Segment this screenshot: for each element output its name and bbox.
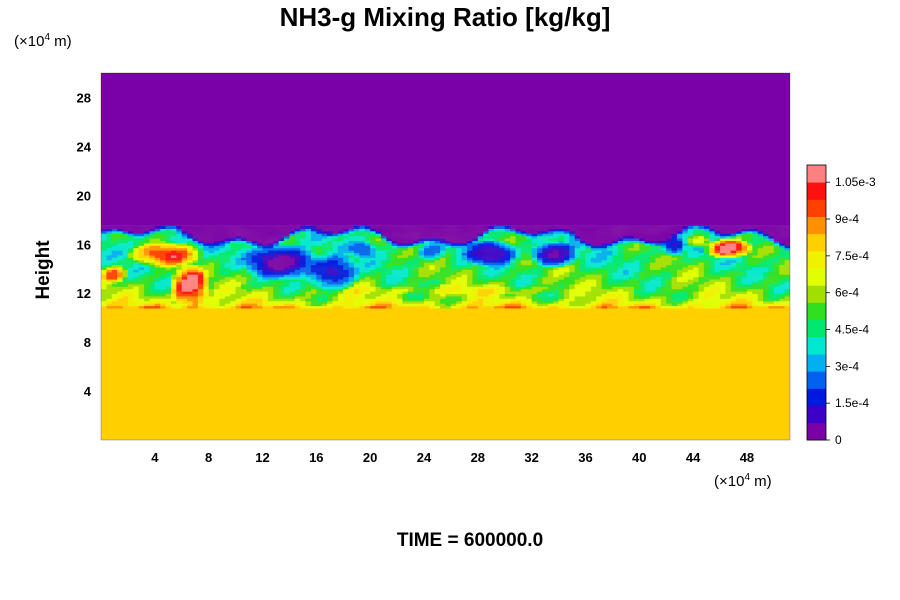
x-tick-label: 4 bbox=[151, 450, 159, 465]
colorbar-swatch bbox=[807, 268, 826, 286]
colorbar-swatch bbox=[807, 422, 826, 441]
colorbar-tick-label: 1.05e-3 bbox=[835, 175, 876, 189]
colorbar-tick-label: 1.5e-4 bbox=[835, 396, 869, 410]
chart-title: NH3-g Mixing Ratio [kg/kg] bbox=[279, 2, 611, 32]
y-tick-label: 20 bbox=[77, 188, 91, 203]
x-tick-label: 16 bbox=[309, 450, 323, 465]
x-unit-suffix: m) bbox=[750, 473, 772, 490]
y-tick-label: 8 bbox=[84, 335, 91, 350]
colorbar-swatch bbox=[807, 233, 826, 252]
y-tick-label: 4 bbox=[84, 384, 92, 399]
time-label: TIME = bbox=[396, 530, 459, 551]
heatmap-field bbox=[101, 73, 790, 440]
x-unit-exponent: 4 bbox=[744, 472, 751, 483]
x-tick-label: 36 bbox=[578, 450, 592, 465]
colorbar-tick-label: 0 bbox=[835, 433, 842, 447]
colorbar-swatch bbox=[807, 388, 826, 407]
upper-layer bbox=[101, 73, 790, 226]
time-readout: TIME = 600000.0 bbox=[0, 530, 900, 552]
x-tick-label: 48 bbox=[740, 450, 754, 465]
x-unit-prefix: (×10 bbox=[714, 473, 745, 490]
colorbar-swatch bbox=[807, 405, 826, 424]
colorbar-swatch bbox=[807, 250, 826, 269]
colorbar-tick-label: 9e-4 bbox=[835, 212, 859, 226]
y-tick-label: 28 bbox=[77, 90, 91, 105]
y-tick-label: 16 bbox=[77, 237, 91, 252]
x-tick-label: 12 bbox=[255, 450, 269, 465]
x-tick-label: 20 bbox=[363, 450, 377, 465]
colorbar-swatch bbox=[807, 285, 826, 303]
colorbar-swatch bbox=[807, 182, 826, 200]
colorbar: 0 1.5e-4 3e-4 4.5e-4 6e-4 7.5e-4 9e-4 1.05e-3 bbox=[806, 164, 876, 447]
x-axis-unit: (×104 m) bbox=[714, 472, 772, 490]
colorbar-swatch bbox=[807, 371, 826, 389]
colorbar-swatch bbox=[807, 165, 826, 183]
y-axis-unit: (×104 m) bbox=[14, 32, 72, 50]
y-unit-exponent: 4 bbox=[44, 32, 51, 43]
x-tick-label: 44 bbox=[686, 450, 701, 465]
plot-frame bbox=[100, 72, 791, 441]
y-tick-labels: 4 8 12 16 20 24 28 bbox=[77, 90, 92, 399]
colorbar-swatch bbox=[807, 216, 826, 235]
colorbar-swatch bbox=[807, 336, 826, 355]
colorbar-tick-label: 6e-4 bbox=[835, 286, 859, 300]
y-tick-label: 12 bbox=[77, 286, 91, 301]
colorbar-tick-label: 7.5e-4 bbox=[835, 249, 869, 263]
colorbar-swatch bbox=[807, 302, 826, 321]
y-unit-suffix: m) bbox=[50, 33, 72, 50]
y-tick-label: 24 bbox=[77, 139, 92, 154]
time-value: 600000.0 bbox=[463, 530, 544, 551]
x-tick-label: 32 bbox=[524, 450, 538, 465]
lower-layer bbox=[101, 307, 790, 440]
x-tick-label: 24 bbox=[417, 450, 432, 465]
turbulence-texture bbox=[101, 225, 790, 308]
x-tick-label: 40 bbox=[632, 450, 646, 465]
colorbar-swatch bbox=[807, 354, 826, 372]
y-unit-prefix: (×10 bbox=[14, 33, 45, 50]
x-tick-label: 28 bbox=[471, 450, 485, 465]
x-tick-label: 8 bbox=[205, 450, 212, 465]
colorbar-swatch bbox=[807, 199, 826, 217]
colorbar-swatch bbox=[807, 319, 826, 338]
colorbar-tick-label: 4.5e-4 bbox=[835, 323, 869, 337]
x-tick-labels: 4 8 12 16 20 24 28 32 36 40 44 48 bbox=[151, 450, 754, 465]
colorbar-tick-label: 3e-4 bbox=[835, 359, 859, 373]
colorbar-frame bbox=[806, 164, 827, 441]
